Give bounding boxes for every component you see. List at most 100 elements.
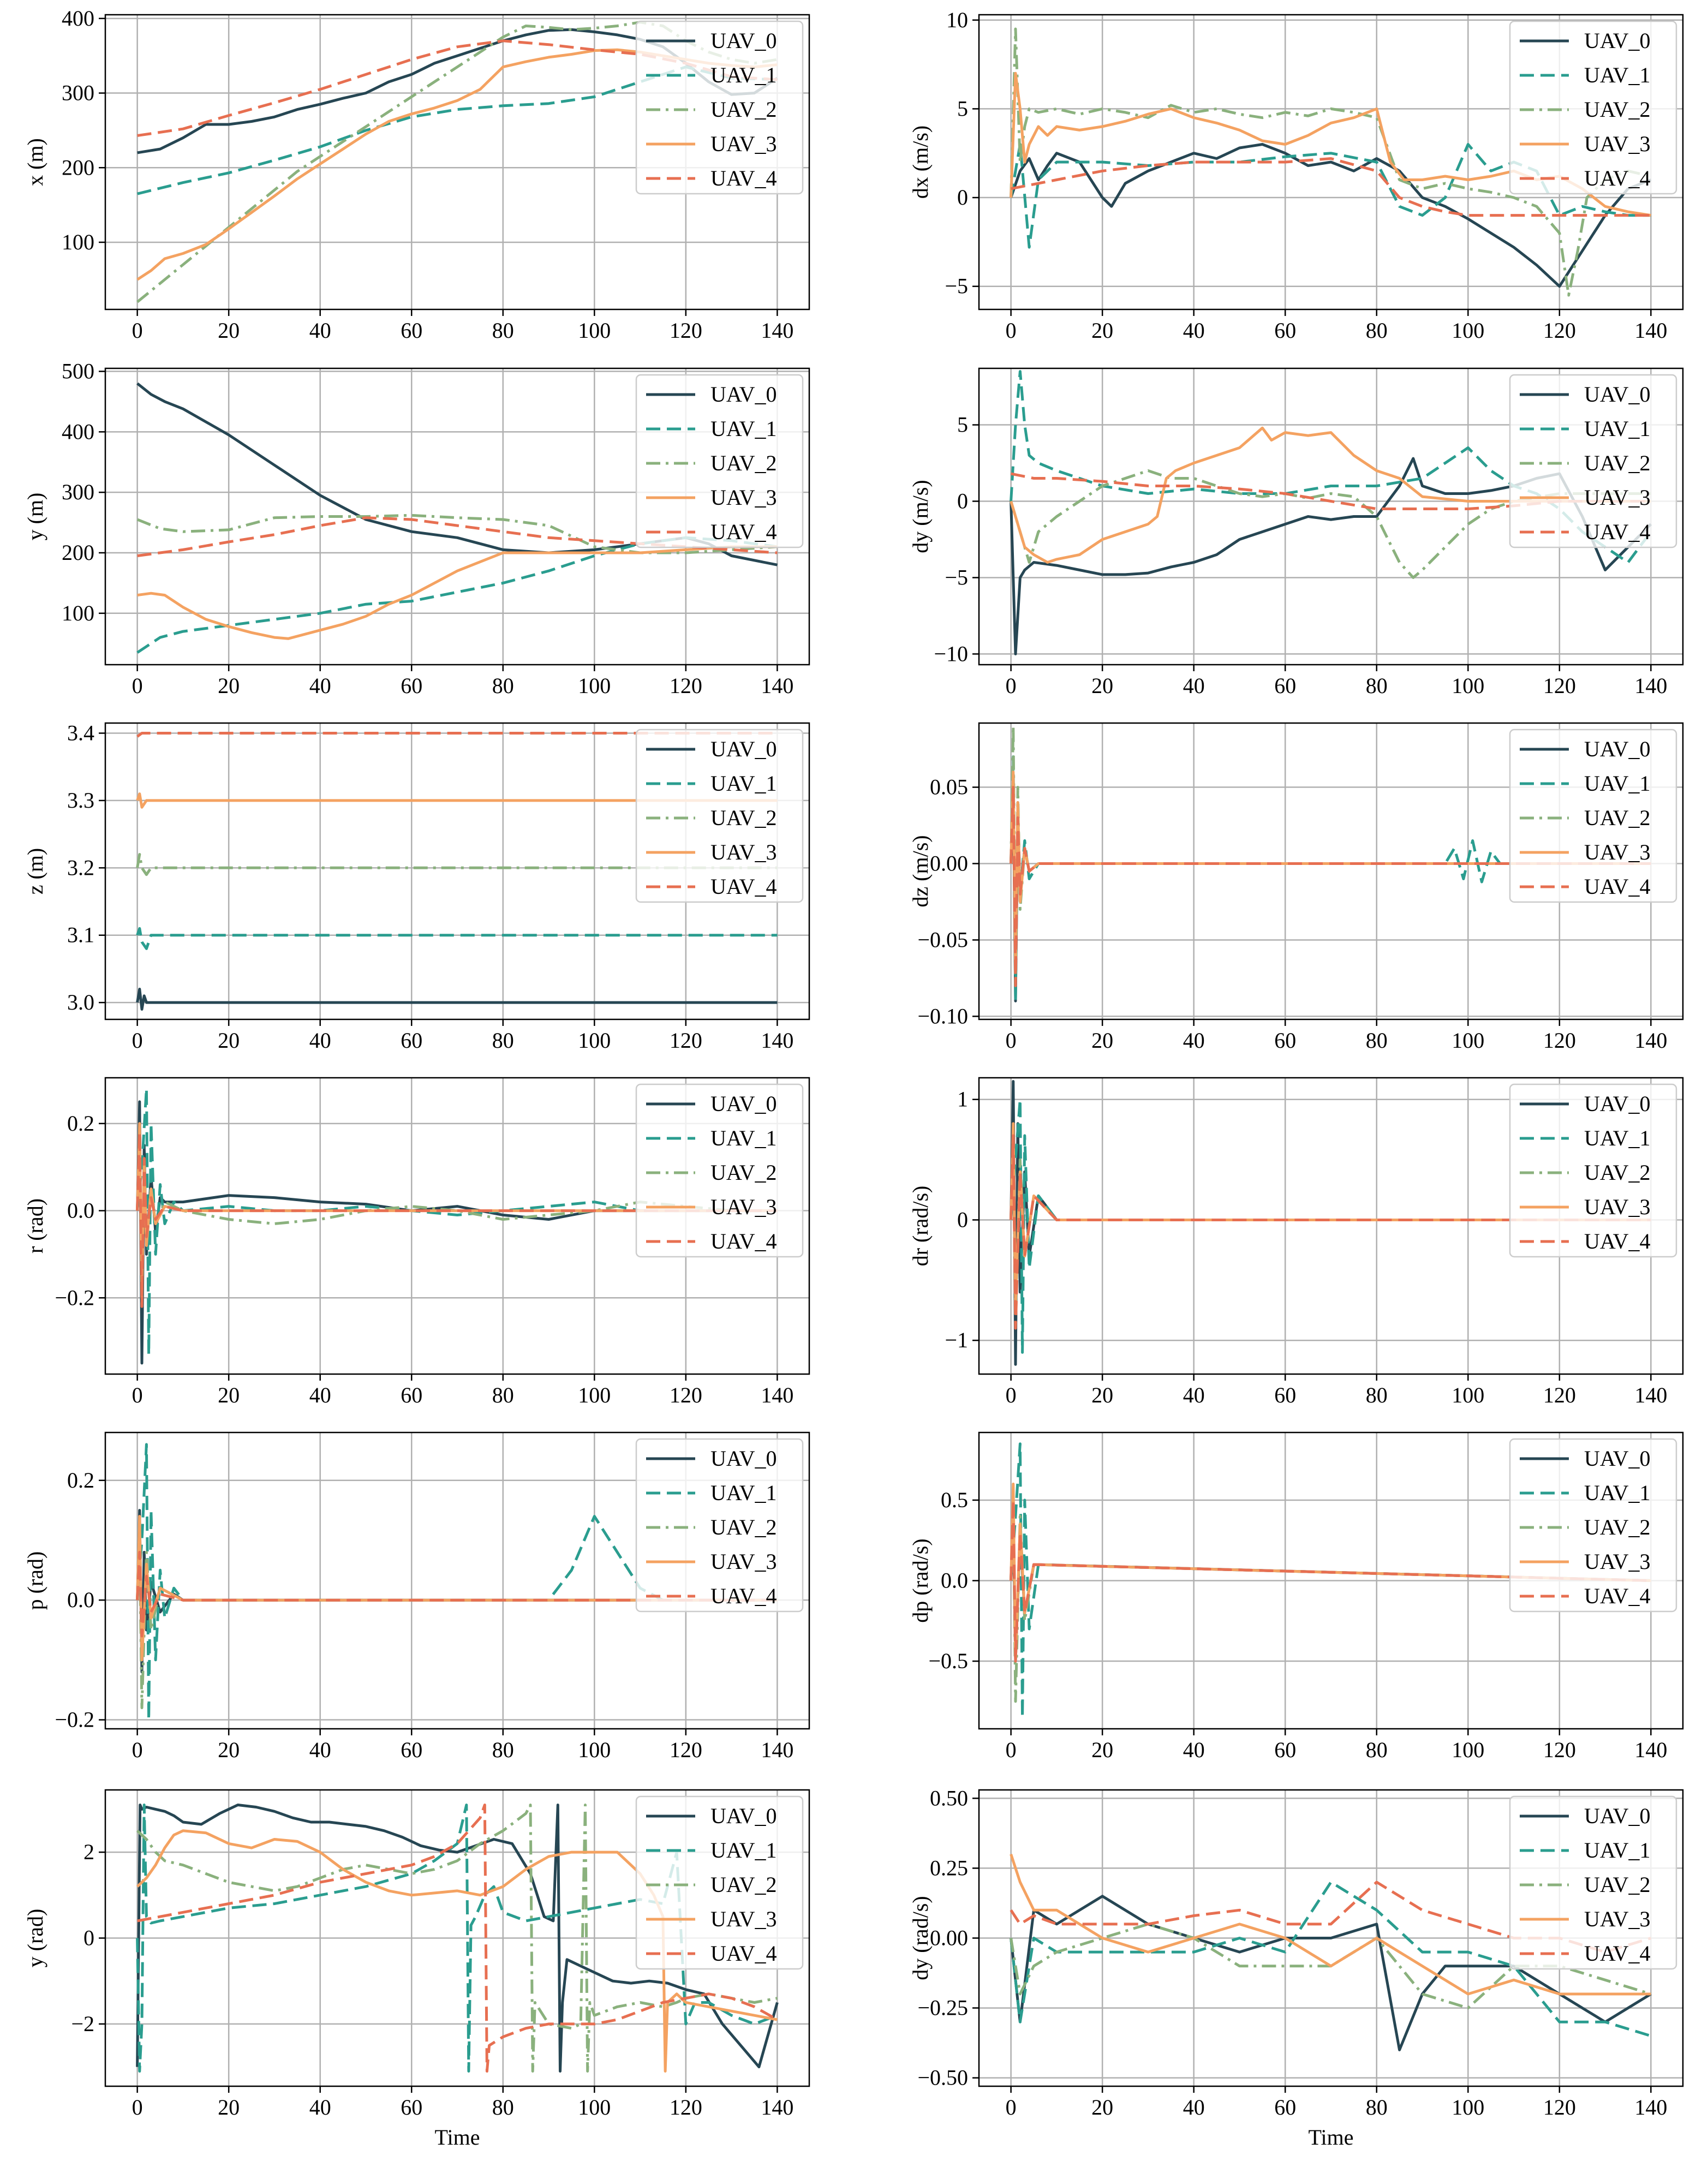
legend: UAV_0 UAV_1 UAV_2 UAV_3 UAV_4 xyxy=(1509,374,1677,548)
x-tick-label: 20 xyxy=(218,1738,240,1762)
x-tick-label: 100 xyxy=(578,1383,611,1407)
chart-panel-z: 0 20 40 60 80 100 120 140 3.0 3.1 3.2 3.3 3.4 z (m) UA… xyxy=(23,721,810,1053)
y-tick-label: 100 xyxy=(62,601,94,625)
legend-label-uav-2: UAV_2 xyxy=(710,451,777,475)
series-line-uav-4 xyxy=(1010,786,1651,987)
x-tick-label: 100 xyxy=(578,1738,611,1762)
legend: UAV_0 UAV_1 UAV_2 UAV_3 UAV_4 xyxy=(1509,1083,1677,1258)
x-tick-label: 140 xyxy=(1634,1738,1667,1762)
axes-frame xyxy=(978,14,1684,311)
x-tick-label: 100 xyxy=(1452,1028,1484,1053)
y-axis-label: x (m) xyxy=(23,138,47,186)
legend-label-uav-4: UAV_4 xyxy=(710,166,777,190)
x-tick-label: 80 xyxy=(1366,673,1388,698)
legend-label-uav-0: UAV_0 xyxy=(1584,1804,1651,1828)
legend: UAV_0 UAV_1 UAV_2 UAV_3 UAV_4 xyxy=(635,729,804,903)
legend-label-uav-3: UAV_3 xyxy=(710,1195,777,1219)
legend: UAV_0 UAV_1 UAV_2 UAV_3 UAV_4 xyxy=(635,1438,804,1613)
x-tick-label: 40 xyxy=(309,318,331,343)
legend-label-uav-2: UAV_2 xyxy=(710,1160,777,1185)
chart-panel-x: 0 20 40 60 80 100 120 140 100 200 300 400 x (m) UAV_0… xyxy=(23,6,810,343)
legend-label-uav-4: UAV_4 xyxy=(1584,1584,1651,1608)
y-tick-label: 200 xyxy=(62,540,94,565)
y-axis-label: y (rad) xyxy=(23,1909,47,1968)
legend-box xyxy=(1509,374,1677,548)
legend-label-uav-3: UAV_3 xyxy=(710,132,777,156)
legend-label-uav-1: UAV_1 xyxy=(710,771,777,796)
legend-label-uav-4: UAV_4 xyxy=(710,1584,777,1608)
legend-box xyxy=(635,1083,804,1258)
axes-frame xyxy=(104,14,810,311)
legend-label-uav-4: UAV_4 xyxy=(710,1941,777,1966)
y-axis-label: dx (m/s) xyxy=(908,126,933,199)
legend-label-uav-0: UAV_0 xyxy=(710,1446,777,1471)
legend-label-uav-0: UAV_0 xyxy=(1584,1446,1651,1471)
legend-label-uav-4: UAV_4 xyxy=(1584,874,1651,899)
legend-label-uav-0: UAV_0 xyxy=(710,1091,777,1116)
legend-label-uav-0: UAV_0 xyxy=(710,737,777,761)
x-tick-label: 140 xyxy=(1634,318,1667,343)
chart-panel-dyaw: 0 20 40 60 80 100 120 140 −0.50 −0.25 0.00 0.25 0.50… xyxy=(908,1786,1684,2150)
x-tick-label: 20 xyxy=(218,1383,240,1407)
y-tick-label: 0.2 xyxy=(67,1111,94,1136)
series-line-uav-3 xyxy=(136,792,778,809)
x-tick-label: 40 xyxy=(1183,1738,1205,1762)
chart-panel-dp: 0 20 40 60 80 100 120 140 −0.5 0.0 0.5 dp (rad/s) UA… xyxy=(908,1431,1684,1762)
x-tick-label: 120 xyxy=(1543,1383,1576,1407)
y-tick-label: 0.0 xyxy=(941,1568,968,1593)
x-tick-label: 60 xyxy=(1274,1028,1296,1053)
chart-panel-y: 0 20 40 60 80 100 120 140 100 200 300 400 500 y (m) UA… xyxy=(23,359,810,698)
y-tick-label: 0.00 xyxy=(930,851,968,876)
legend-box xyxy=(635,374,804,548)
axes-frame xyxy=(978,1077,1684,1375)
legend-label-uav-0: UAV_0 xyxy=(710,28,777,53)
chart-panel-dz: 0 20 40 60 80 100 120 140 −0.10 −0.05 0.00 0.05 dz (… xyxy=(908,722,1684,1053)
x-tick-label: 140 xyxy=(761,318,793,343)
series-line-uav-1 xyxy=(1010,143,1651,249)
x-tick-label: 120 xyxy=(670,1028,702,1053)
legend-label-uav-2: UAV_2 xyxy=(1584,1872,1651,1897)
x-tick-label: 0 xyxy=(1006,1738,1017,1762)
legend-label-uav-2: UAV_2 xyxy=(1584,451,1651,475)
y-tick-label: −0.2 xyxy=(55,1708,94,1732)
series-line-uav-4 xyxy=(136,1131,778,1308)
legend-label-uav-3: UAV_3 xyxy=(1584,1549,1651,1574)
series-line-uav-2 xyxy=(1010,27,1651,297)
legend-label-uav-2: UAV_2 xyxy=(1584,1515,1651,1539)
legend-box xyxy=(1509,1083,1677,1258)
legend-label-uav-2: UAV_2 xyxy=(710,1515,777,1539)
series-line-uav-2 xyxy=(1010,1499,1651,1703)
x-tick-label: 60 xyxy=(1274,1383,1296,1407)
y-tick-label: 10 xyxy=(946,8,968,32)
legend: UAV_0 UAV_1 UAV_2 UAV_3 UAV_4 xyxy=(1509,729,1677,903)
x-tick-label: 0 xyxy=(1006,1383,1017,1407)
legend-label-uav-4: UAV_4 xyxy=(1584,520,1651,544)
y-tick-label: −0.50 xyxy=(917,2065,968,2090)
series-line-uav-4 xyxy=(137,516,778,557)
x-tick-label: 100 xyxy=(1452,318,1484,343)
x-tick-label: 60 xyxy=(1274,1738,1296,1762)
y-axis-label: y (m) xyxy=(23,493,47,541)
legend-label-uav-2: UAV_2 xyxy=(1584,97,1651,122)
chart-panel-r: 0 20 40 60 80 100 120 140 −0.2 0.0 0.2 r (rad) UAV_0… xyxy=(23,1077,810,1407)
x-tick-label: 140 xyxy=(761,1383,793,1407)
x-axis-label: Time xyxy=(434,2125,480,2150)
x-tick-label: 20 xyxy=(1091,673,1113,698)
legend-label-uav-4: UAV_4 xyxy=(710,520,777,544)
axes-frame xyxy=(104,1077,810,1375)
x-tick-label: 20 xyxy=(1091,1738,1113,1762)
y-tick-label: 0.05 xyxy=(930,775,968,799)
x-tick-label: 80 xyxy=(1366,1738,1388,1762)
legend-label-uav-1: UAV_1 xyxy=(1584,771,1651,796)
y-tick-label: 0.2 xyxy=(67,1468,94,1493)
x-tick-label: 80 xyxy=(1366,318,1388,343)
x-tick-label: 0 xyxy=(132,1028,143,1053)
legend-label-uav-3: UAV_3 xyxy=(710,840,777,864)
x-tick-label: 40 xyxy=(1183,2095,1205,2120)
x-tick-label: 60 xyxy=(401,1383,422,1407)
y-tick-label: 0.0 xyxy=(67,1587,94,1612)
legend-label-uav-3: UAV_3 xyxy=(1584,132,1651,156)
x-tick-label: 20 xyxy=(1091,1383,1113,1407)
